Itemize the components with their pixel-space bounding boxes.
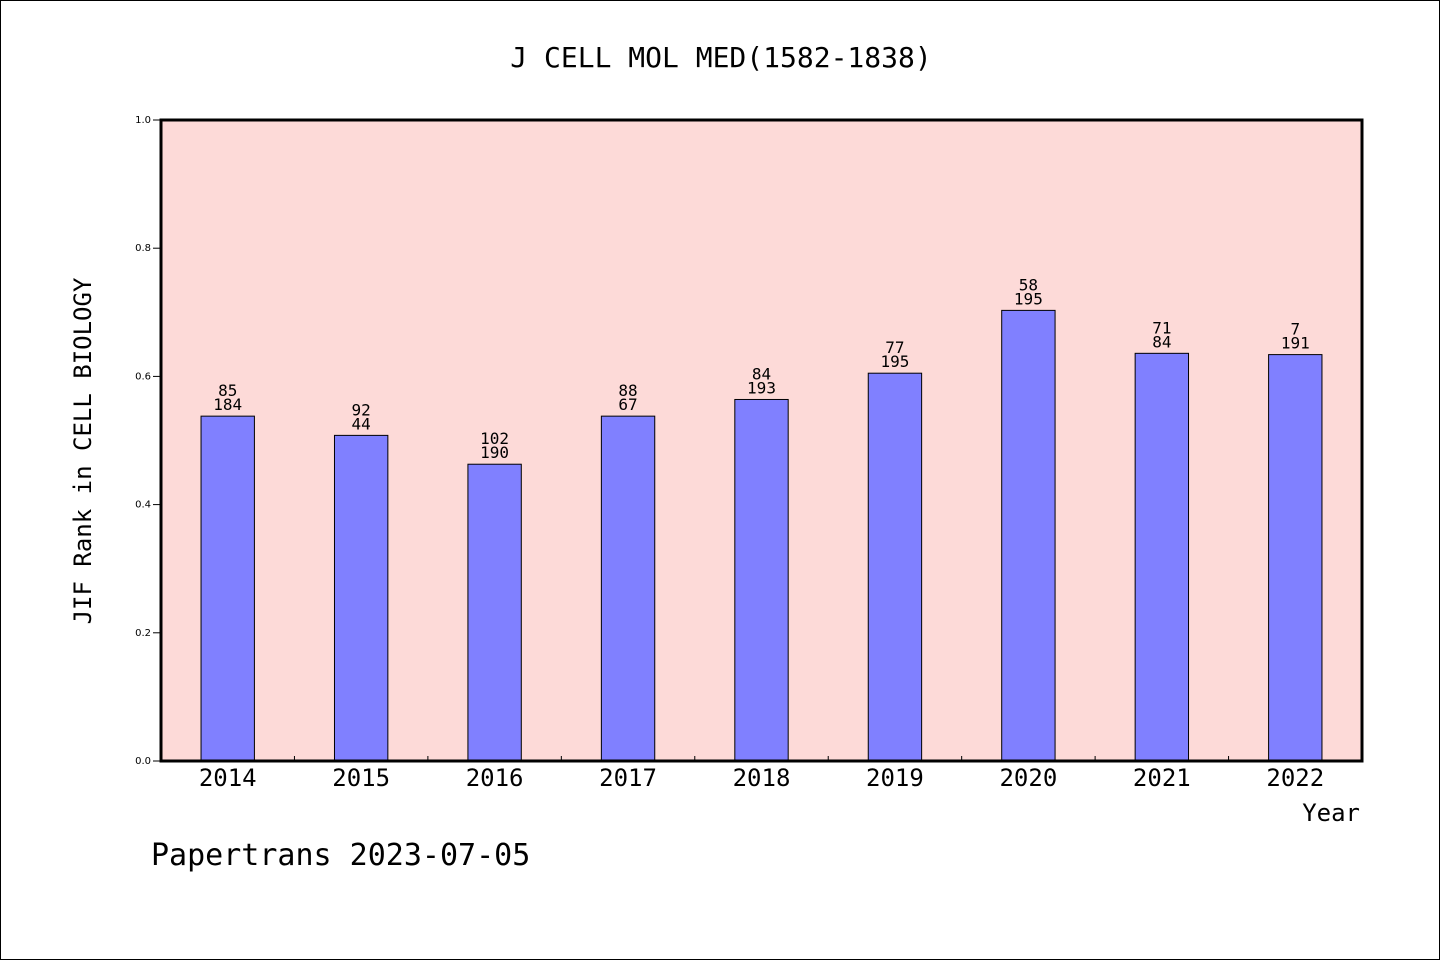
bar-2019 [867,372,923,762]
plot-frame [159,118,1364,763]
x-tick-label: 2021 [1133,764,1191,792]
y-tick-label: 0.2 [135,628,151,639]
bar-label-bottom: 190 [480,443,509,462]
bar-label-top: 88 [618,381,637,400]
bar-2018 [734,398,789,762]
y-tick-label: 0.8 [135,243,151,254]
bar-label-top: 92 [352,400,371,419]
y-tick-label: 0.0 [135,756,151,767]
bar-label-top: 71 [1152,318,1171,337]
x-tick-label: 2020 [999,764,1057,792]
y-tick-label: 0.6 [135,371,151,382]
x-axis-label: Year [1302,799,1360,827]
bar-label-bottom: 195 [880,352,909,371]
chart-title: J CELL MOL MED(1582-1838) [510,41,931,74]
x-tick-label: 2018 [733,764,791,792]
bar-label-top: 84 [752,364,771,383]
y-tick-label: 1.0 [135,115,151,126]
bar-2022 [1268,354,1323,762]
y-axis: 0.0 0.2 0.4 0.6 0.8 1.0 [135,115,161,767]
y-axis-label: JIF Rank in CELL BIOLOGY [69,277,97,624]
bar-2016 [467,463,522,762]
bar-2020 [1001,309,1056,762]
bar-label-bottom: 195 [1014,289,1043,308]
x-tick-label: 2019 [866,764,924,792]
bar-2014 [200,415,255,762]
y-tick-label: 0.4 [135,500,151,511]
x-tick-label: 2016 [466,764,524,792]
footer-credit: Papertrans 2023-07-05 [151,838,530,873]
bar-label-bottom: 84 [1152,332,1171,351]
bar-label-top: 85 [218,381,237,400]
bar-2021 [1134,352,1190,762]
bar-label-bottom: 184 [213,395,242,414]
bar-label-top: 102 [480,429,509,448]
x-tick-label: 2022 [1266,764,1324,792]
x-axis: 2014 2015 2016 2017 2018 2019 2020 2021 2022 [199,756,1324,792]
bar-2017 [600,415,656,762]
bar-label-top: 7 [1290,320,1300,339]
bar-label-bottom: 193 [747,378,776,397]
x-tick-label: 2017 [599,764,657,792]
x-tick-label: 2014 [199,764,257,792]
bar-2015 [333,434,389,762]
bar-label-bottom: 67 [618,395,637,414]
bar-series [200,309,1323,762]
bar-label-bottom: 44 [352,414,371,433]
bar-label-top: 77 [885,338,904,357]
bar-label-bottom: 191 [1281,334,1310,353]
x-tick-label: 2015 [332,764,390,792]
bar-label-top: 58 [1019,275,1038,294]
